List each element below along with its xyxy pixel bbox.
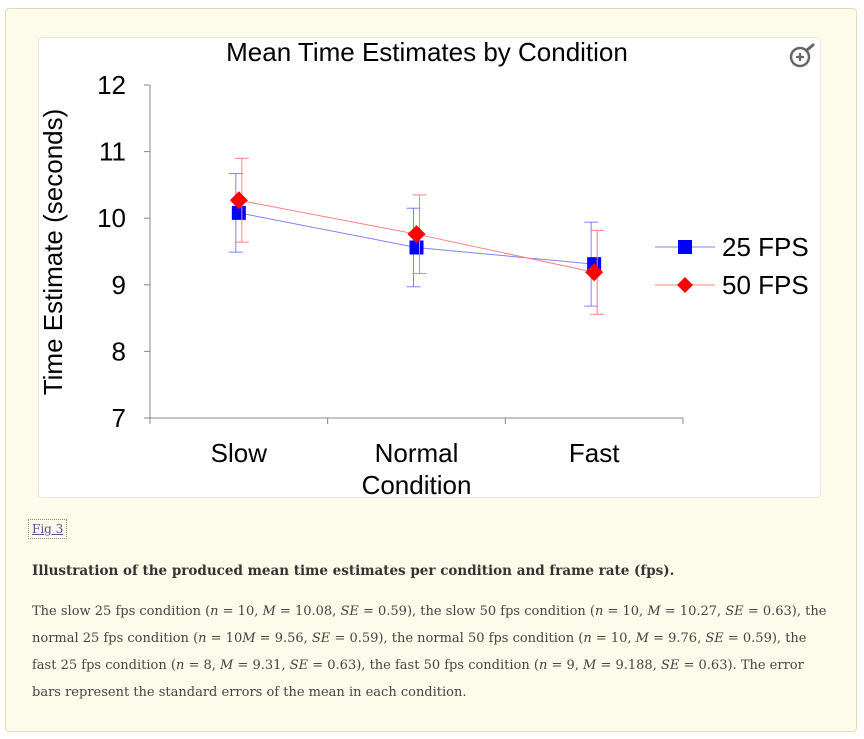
y-tick-label: 9 (112, 270, 126, 300)
legend-marker (677, 277, 693, 293)
chart-title: Mean Time Estimates by Condition (226, 37, 628, 67)
data-point (585, 263, 604, 282)
y-tick-label: 10 (97, 203, 126, 233)
line-chart: Mean Time Estimates by Condition 7 8 9 10 11 1… (38, 37, 809, 500)
legend-label: 50 FPS (722, 270, 809, 300)
y-tick-label: 12 (97, 70, 126, 100)
x-axis-label: Condition (362, 470, 472, 500)
x-tick-label: Slow (211, 438, 268, 468)
data-point (407, 225, 426, 244)
zoom-in-icon[interactable] (786, 41, 818, 73)
legend-marker (678, 240, 692, 254)
x-tick-label: Fast (569, 438, 620, 468)
y-tick-label: 11 (99, 137, 126, 167)
figure-link[interactable]: Fig 3 (28, 519, 68, 539)
x-tick-label: Normal (375, 438, 459, 468)
caption-body: The slow 25 fps condition (n = 10, M = 1… (32, 604, 827, 700)
y-tick-label: 7 (112, 403, 126, 433)
y-axis-label: Time Estimate (seconds) (38, 109, 68, 396)
data-point (229, 191, 248, 210)
caption-title: Illustration of the produced mean time e… (32, 563, 675, 579)
legend-label: 25 FPS (722, 232, 809, 262)
y-tick-label: 8 (112, 336, 126, 366)
figure-box (38, 37, 821, 498)
